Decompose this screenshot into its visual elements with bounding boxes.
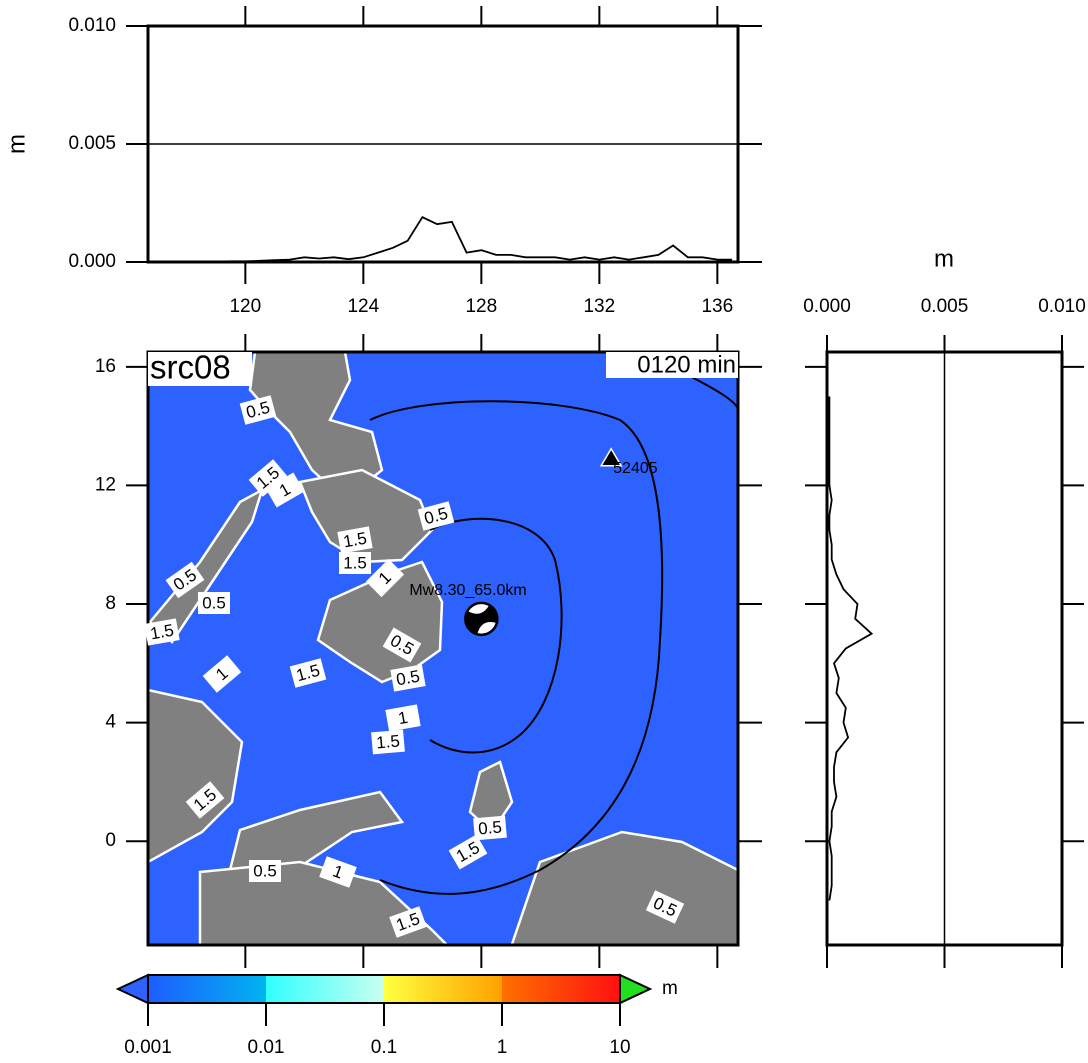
contour-label-box [371,729,405,755]
contour-label-box [389,906,427,938]
x-tick-label: 128 [465,296,497,317]
colorbar-label: m [662,978,678,999]
x-tick-label: 124 [347,296,379,317]
epicenter-label: Mw8.30_65.0km [409,582,526,599]
colorbar-tick-label: 0.001 [124,1037,172,1058]
x-tick-label: 0.005 [921,296,969,317]
colorbar-tick-label: 1 [497,1037,508,1058]
colorbar-under [115,973,149,1005]
land [148,688,244,864]
contour-label-box [473,815,507,841]
contour-label-box [239,395,277,425]
colorbar-tick-label: 0.1 [371,1037,397,1058]
contour-label: 0.5 [253,861,277,880]
contour-label-box [365,558,405,598]
contour-label-box [385,704,421,732]
y-tick-label: 0.005 [68,133,116,154]
colorbar [115,973,653,1005]
contour-label-box [339,552,371,574]
colorbar-over [619,973,653,1005]
map-title: src08 [150,349,231,386]
contour-label-box [198,592,230,614]
x-tick-label: 136 [701,296,733,317]
x-tick-label: 0.000 [803,296,851,317]
y-tick-label: 0.000 [68,251,116,272]
colorbar-tick-label: 10 [609,1037,630,1058]
contour-label: 1.5 [375,731,400,752]
x-axis-label: m [934,245,954,272]
colorbar-tick-label: 0.01 [248,1037,285,1058]
map-frame [146,350,740,947]
contour-label-box [417,501,455,531]
colorbar-segment [266,975,384,1003]
land [148,487,265,644]
y-tick-label: 12 [95,474,116,495]
title-box [148,352,252,386]
data-line [828,396,874,901]
y-tick-label: 4 [105,712,116,733]
x-tick-label: 132 [583,296,615,317]
contour-label: 0.5 [477,817,502,838]
colorbar-segment [148,975,266,1003]
contour-label: 0.5 [395,667,422,690]
contour-label: 0.5 [202,593,226,612]
contour [369,400,664,895]
colorbar-segment [384,975,502,1003]
time-label: 0120 min [637,351,736,378]
contour-label-box [289,658,327,688]
contour [429,517,563,754]
data-line [171,216,733,263]
contour-label: 1 [397,708,410,728]
contour-label-box [249,860,281,882]
station-label: 52405 [613,460,658,477]
contour-label-box [202,655,242,693]
contour-label-box [144,618,180,646]
map-layer [148,352,738,945]
y-tick-label: 16 [95,356,116,377]
contour-label-box [185,781,225,819]
contour-label: 1.5 [149,621,176,644]
y-tick-label: 8 [105,593,116,614]
land [510,830,738,945]
time-box [606,352,738,378]
y-axis-label: m [3,134,30,154]
contour-label-box [337,526,373,554]
contour-label-box [248,459,288,497]
colorbar-segment [502,975,620,1003]
y-tick-label: 0 [105,830,116,851]
contour-label: 1.5 [343,553,367,572]
contour-label-box [645,890,685,924]
station-marker [599,447,623,467]
contour-label-box [448,834,488,870]
contour-label-box [165,561,205,599]
x-tick-label: 0.010 [1038,296,1086,317]
land [198,860,449,945]
contour-label-box [382,627,422,663]
x-tick-label: 120 [229,296,261,317]
contour-label-box [390,664,426,692]
contour-label-box [319,856,357,888]
beachball [465,604,497,634]
y-tick-label: 0.010 [68,15,116,36]
contour-label: 1.5 [342,529,369,552]
land [298,468,434,564]
contour-label-box [265,472,305,508]
